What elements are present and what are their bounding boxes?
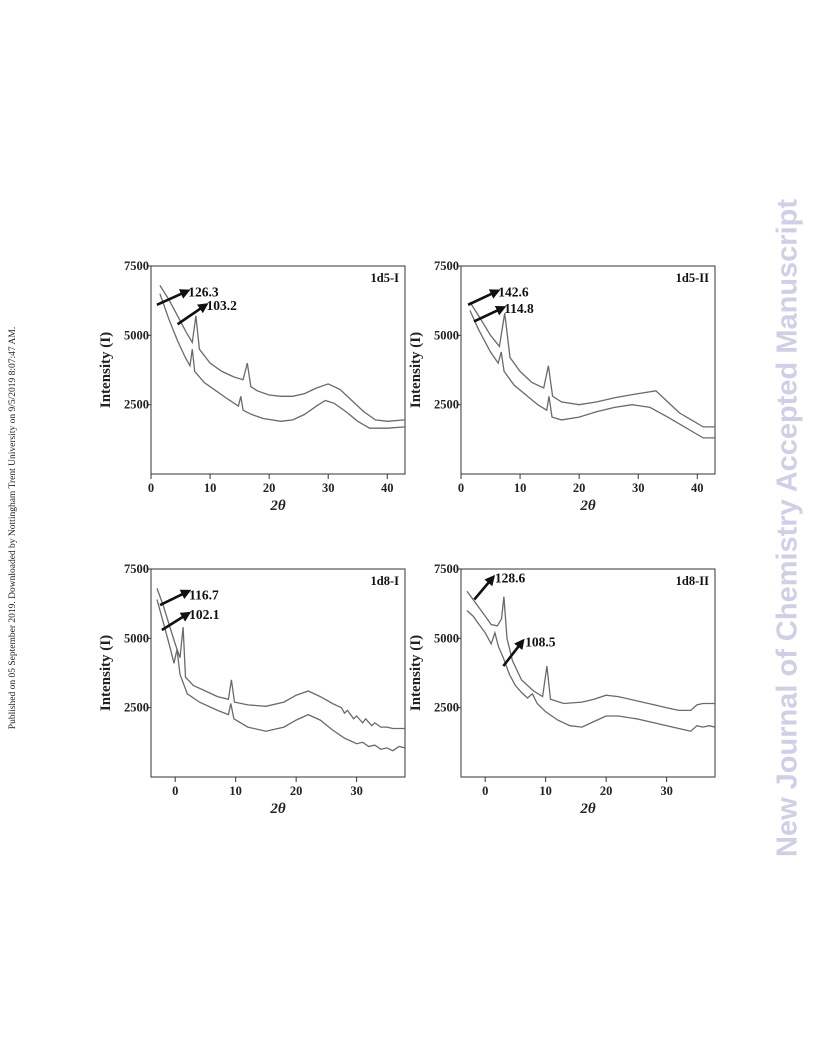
series-line-2 bbox=[156, 599, 405, 752]
chart-1d8-ii: 0 10 20 30 2500 5000 7500 2θ Intensity (I) 1d8-II… bbox=[408, 562, 716, 817]
y-tick-label: 2500 bbox=[434, 701, 459, 715]
y-axis-label: Intensity (I) bbox=[408, 635, 424, 711]
chart-panel-1d8-i: 0 10 20 30 2500 5000 7500 2θ Intensity (I) 1d8-I 1… bbox=[96, 557, 426, 857]
x-tick-label: 0 bbox=[148, 481, 154, 495]
y-tick-label: 5000 bbox=[434, 631, 459, 645]
y-tick-label: 2500 bbox=[124, 701, 149, 715]
x-tick-label: 30 bbox=[322, 481, 335, 495]
chart-1d5-ii: 0 10 20 30 40 2500 5000 7500 2θ Intensity (I) 1d5-… bbox=[408, 259, 716, 514]
x-tick-label: 40 bbox=[381, 481, 394, 495]
annotation-arrow bbox=[473, 574, 496, 601]
annotation-label: 128.6 bbox=[495, 571, 526, 586]
plot-frame bbox=[460, 568, 716, 778]
chart-panel-1d8-ii: 0 10 20 30 2500 5000 7500 2θ Intensity (I) 1d8-II… bbox=[406, 557, 736, 857]
annotation-label: 108.5 bbox=[525, 634, 556, 649]
annotation-arrow bbox=[473, 305, 507, 323]
x-tick-label: 0 bbox=[482, 784, 488, 798]
x-tick-label: 0 bbox=[458, 481, 464, 495]
chart-1d8-i: 0 10 20 30 2500 5000 7500 2θ Intensity (I) 1d8-I 1… bbox=[98, 562, 406, 817]
series-line-1 bbox=[466, 590, 715, 712]
x-tick-label: 30 bbox=[632, 481, 645, 495]
annotation-arrow bbox=[156, 289, 191, 307]
y-tick-label: 5000 bbox=[124, 328, 149, 342]
x-axis-label: 2θ bbox=[269, 498, 286, 514]
series-line-2 bbox=[159, 293, 405, 429]
x-tick-label: 20 bbox=[573, 481, 586, 495]
y-tick-label: 2500 bbox=[124, 398, 149, 412]
x-tick-label: 30 bbox=[660, 784, 673, 798]
annotation-arrow bbox=[467, 289, 501, 307]
panel-label: 1d5-I bbox=[371, 271, 400, 285]
x-axis-label: 2θ bbox=[269, 801, 286, 817]
annotation-label: 114.8 bbox=[504, 301, 534, 316]
annotation-label: 142.6 bbox=[498, 284, 529, 299]
annotation-arrow bbox=[502, 638, 525, 667]
y-axis-label: Intensity (I) bbox=[98, 635, 114, 711]
x-tick-label: 10 bbox=[229, 784, 242, 798]
x-tick-label: 40 bbox=[691, 481, 704, 495]
panel-label: 1d8-I bbox=[371, 574, 400, 588]
y-tick-label: 7500 bbox=[124, 259, 149, 273]
annotation-label: 126.3 bbox=[188, 284, 219, 299]
download-notice: Published on 05 September 2019. Download… bbox=[8, 326, 18, 730]
journal-watermark: New Journal of Chemistry Accepted Manusc… bbox=[771, 198, 804, 858]
series-line-2 bbox=[466, 610, 715, 732]
series-line-2 bbox=[469, 310, 715, 439]
y-tick-label: 5000 bbox=[434, 328, 459, 342]
y-tick-label: 5000 bbox=[124, 631, 149, 645]
x-tick-label: 10 bbox=[539, 784, 552, 798]
plot-frame bbox=[150, 265, 406, 475]
annotation-label: 116.7 bbox=[189, 587, 219, 602]
y-axis-label: Intensity (I) bbox=[408, 332, 424, 408]
x-tick-label: 0 bbox=[172, 784, 178, 798]
x-tick-label: 20 bbox=[600, 784, 613, 798]
annotation-arrow bbox=[159, 589, 192, 607]
chart-1d5-i: 0 10 20 30 40 2500 5000 7500 2θ Intensity (I) 1d5-… bbox=[98, 259, 406, 514]
plot-frame bbox=[150, 568, 406, 778]
x-tick-label: 20 bbox=[263, 481, 276, 495]
plot-frame bbox=[460, 265, 716, 475]
chart-panel-1d5-i: 0 10 20 30 40 2500 5000 7500 2θ Intensity (I) 1d5-… bbox=[96, 254, 426, 554]
annotation-label: 102.1 bbox=[189, 607, 220, 622]
annotation-arrow bbox=[176, 303, 209, 326]
x-tick-label: 10 bbox=[204, 481, 217, 495]
panel-label: 1d5-II bbox=[676, 271, 709, 285]
x-tick-label: 20 bbox=[290, 784, 303, 798]
series-line-1 bbox=[159, 285, 405, 422]
y-tick-label: 7500 bbox=[434, 562, 459, 576]
x-tick-label: 10 bbox=[514, 481, 527, 495]
x-tick-label: 30 bbox=[350, 784, 363, 798]
y-tick-label: 7500 bbox=[434, 259, 459, 273]
series-line-1 bbox=[156, 588, 405, 730]
annotation-label: 103.2 bbox=[207, 298, 238, 313]
x-axis-label: 2θ bbox=[579, 801, 596, 817]
y-tick-label: 2500 bbox=[434, 398, 459, 412]
chart-panel-1d5-ii: 0 10 20 30 40 2500 5000 7500 2θ Intensity (I) 1d5-… bbox=[406, 254, 736, 554]
y-tick-label: 7500 bbox=[124, 562, 149, 576]
x-axis-label: 2θ bbox=[579, 498, 596, 514]
annotation-arrow bbox=[161, 611, 192, 632]
y-axis-label: Intensity (I) bbox=[98, 332, 114, 408]
panel-label: 1d8-II bbox=[676, 574, 709, 588]
series-line-1 bbox=[469, 301, 715, 428]
